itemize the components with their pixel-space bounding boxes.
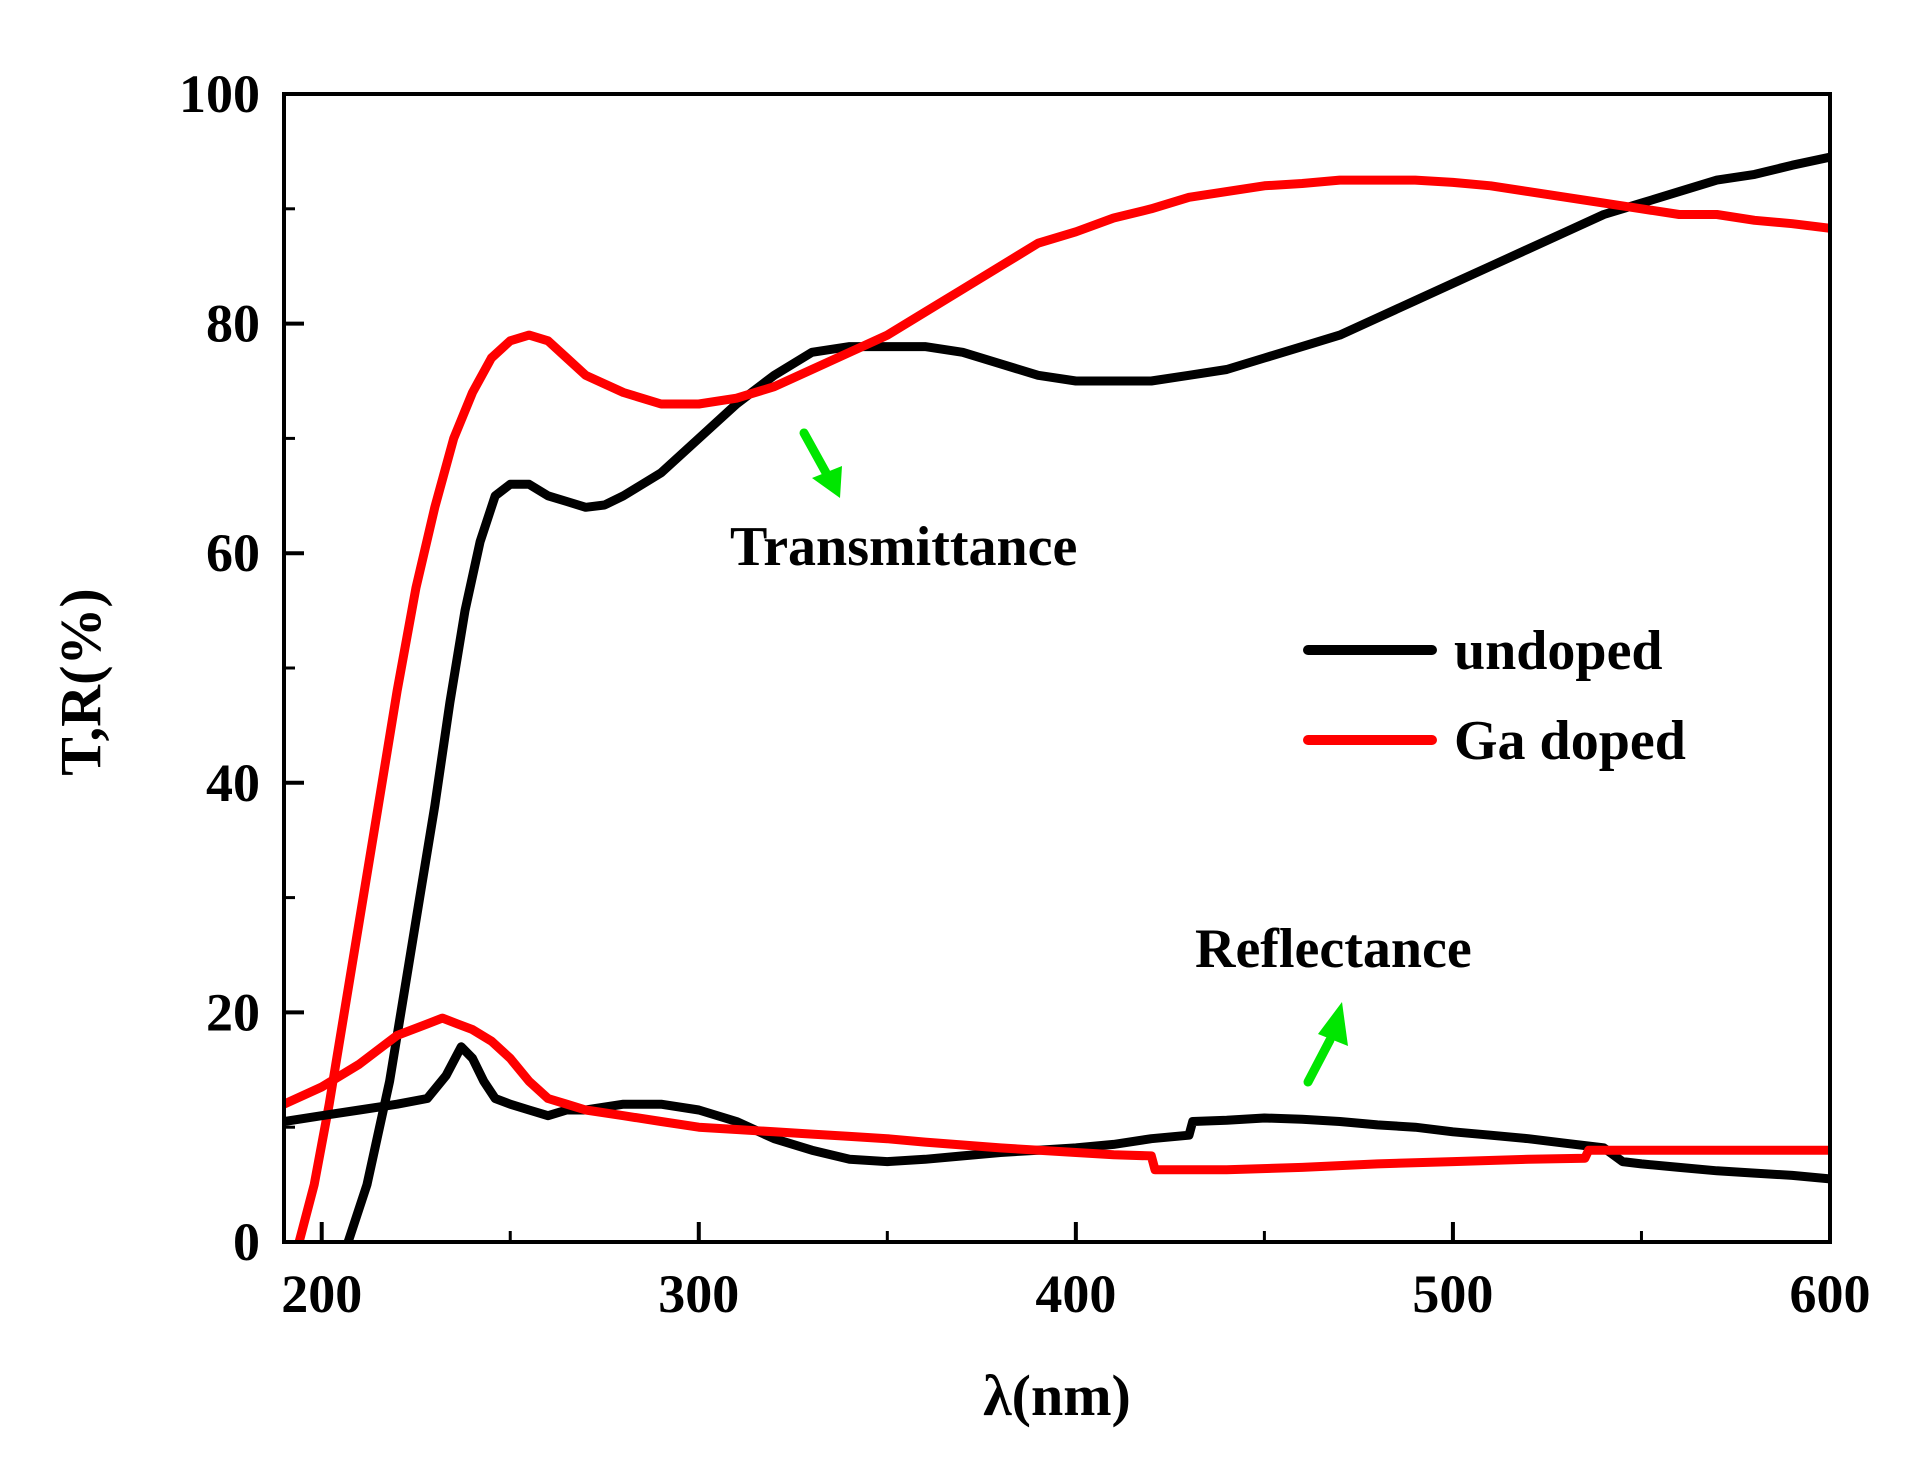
reflectance-label: Reflectance bbox=[1195, 918, 1472, 980]
undoped-transmittance-line bbox=[343, 152, 1830, 1242]
reflectance-arrow-icon bbox=[1303, 1002, 1348, 1087]
x-tick-label-500: 500 bbox=[1412, 1264, 1493, 1324]
legend: undoped Ga doped bbox=[1303, 620, 1686, 772]
x-axis-title: λ(nm) bbox=[983, 1363, 1131, 1428]
undoped-reflectance-line bbox=[284, 1042, 1830, 1184]
y-tick-label-40: 40 bbox=[206, 753, 260, 813]
plot-frame bbox=[282, 92, 1832, 1244]
y-tick-label-80: 80 bbox=[206, 294, 260, 354]
x-tick-labels: 200 300 400 500 600 bbox=[281, 1264, 1870, 1324]
x-tick-label-400: 400 bbox=[1035, 1264, 1116, 1324]
y-tick-label-100: 100 bbox=[179, 64, 260, 124]
x-tick-label-300: 300 bbox=[658, 1264, 739, 1324]
transmittance-arrow-icon bbox=[799, 428, 842, 498]
legend-label-undoped: undoped bbox=[1454, 620, 1663, 682]
x-tick-label-600: 600 bbox=[1790, 1264, 1871, 1324]
y-tick-label-20: 20 bbox=[206, 982, 260, 1042]
ga-doped-transmittance-line bbox=[294, 175, 1830, 1242]
ga-doped-reflectance-line bbox=[284, 1013, 1830, 1175]
y-tick-label-0: 0 bbox=[233, 1212, 260, 1272]
plot-curves bbox=[284, 152, 1830, 1242]
legend-label-ga-doped: Ga doped bbox=[1454, 710, 1686, 772]
y-tick-label-60: 60 bbox=[206, 523, 260, 583]
y-tick-labels: 0 20 40 60 80 100 bbox=[179, 64, 260, 1272]
transmittance-label: Transmittance bbox=[730, 516, 1077, 578]
x-tick-label-200: 200 bbox=[281, 1264, 362, 1324]
y-axis-title: T,R(%) bbox=[48, 588, 113, 775]
